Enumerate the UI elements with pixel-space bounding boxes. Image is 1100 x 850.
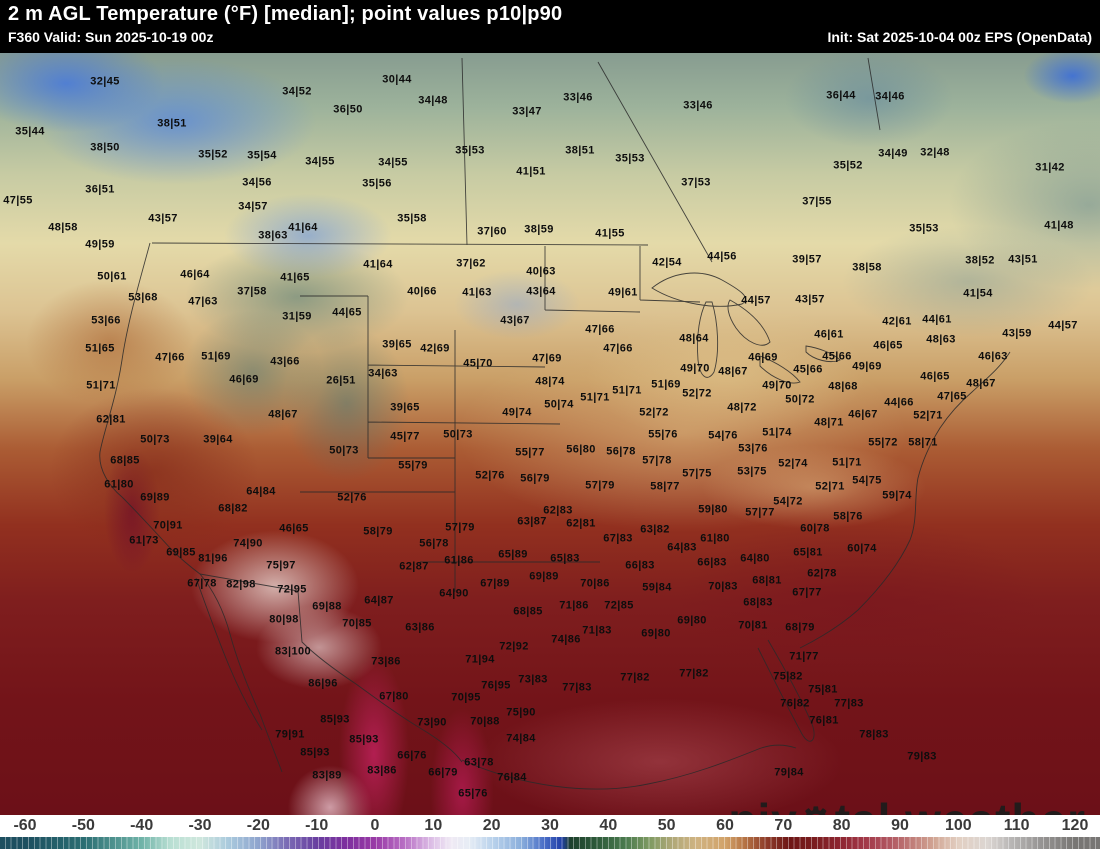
colorbar-gradient: [0, 837, 1100, 849]
pacific-coastline: [99, 242, 283, 773]
colorbar-tick-label: 30: [541, 817, 559, 834]
colorbar-tick-label: 10: [424, 817, 443, 834]
colorbar-tick-label: -60: [13, 817, 37, 834]
baja-coastline: [195, 577, 263, 731]
colorbar-segment-lines: [0, 837, 1100, 849]
init-time-label: Init: Sat 2025-10-04 00z EPS (OpenData): [827, 29, 1092, 45]
lake-superior: [651, 272, 747, 307]
gulf-coastline: [461, 744, 797, 790]
colorbar-tick-label: -50: [71, 817, 95, 834]
colorbar-tick-label: 120: [1061, 817, 1089, 834]
lake-michigan: [697, 301, 719, 378]
atlantic-coastline: [799, 351, 1011, 649]
canada-border-line: [151, 242, 649, 246]
header-bar: 2 m AGL Temperature (°F) [median]; point…: [0, 0, 1100, 55]
colorbar-tick-label: 100: [944, 817, 972, 834]
colorbar-tick-label: -20: [246, 817, 270, 834]
colorbar-tick-label: 60: [716, 817, 734, 834]
colorbar: -60 -50 -40 -30 -20 -10 0 10 20 30 40 50 60 70 80 90 100…: [0, 815, 1100, 850]
temperature-map: www.pivotalweather.com piv⚙tal weather: [0, 53, 1100, 850]
florida-coastline: [757, 639, 815, 742]
colorbar-tick-label: 80: [832, 817, 851, 834]
lake-huron: [727, 299, 771, 346]
lake-ontario: [805, 345, 841, 363]
colorbar-tick-label: -30: [188, 817, 212, 834]
colorbar-tick-label: 110: [1003, 817, 1030, 834]
colorbar-tick-label: -10: [305, 817, 329, 834]
lake-erie: [759, 355, 801, 384]
province-lines: [461, 57, 881, 263]
valid-time-label: F360 Valid: Sun 2025-10-19 00z: [8, 29, 214, 45]
colorbar-tick-label: 90: [891, 817, 909, 834]
colorbar-tick-label: 70: [774, 817, 793, 834]
colorbar-tick-label: 50: [657, 817, 676, 834]
colorbar-tick-label: 20: [482, 817, 501, 834]
page-title: 2 m AGL Temperature (°F) [median]; point…: [8, 3, 563, 25]
state-border-lines: [300, 246, 701, 592]
mexico-border-line: [199, 573, 463, 763]
map-borders: [99, 57, 1011, 790]
colorbar-tick-label: 40: [599, 817, 618, 834]
colorbar-tick-label: -40: [130, 817, 154, 834]
colorbar-tick-label: 0: [370, 817, 380, 834]
